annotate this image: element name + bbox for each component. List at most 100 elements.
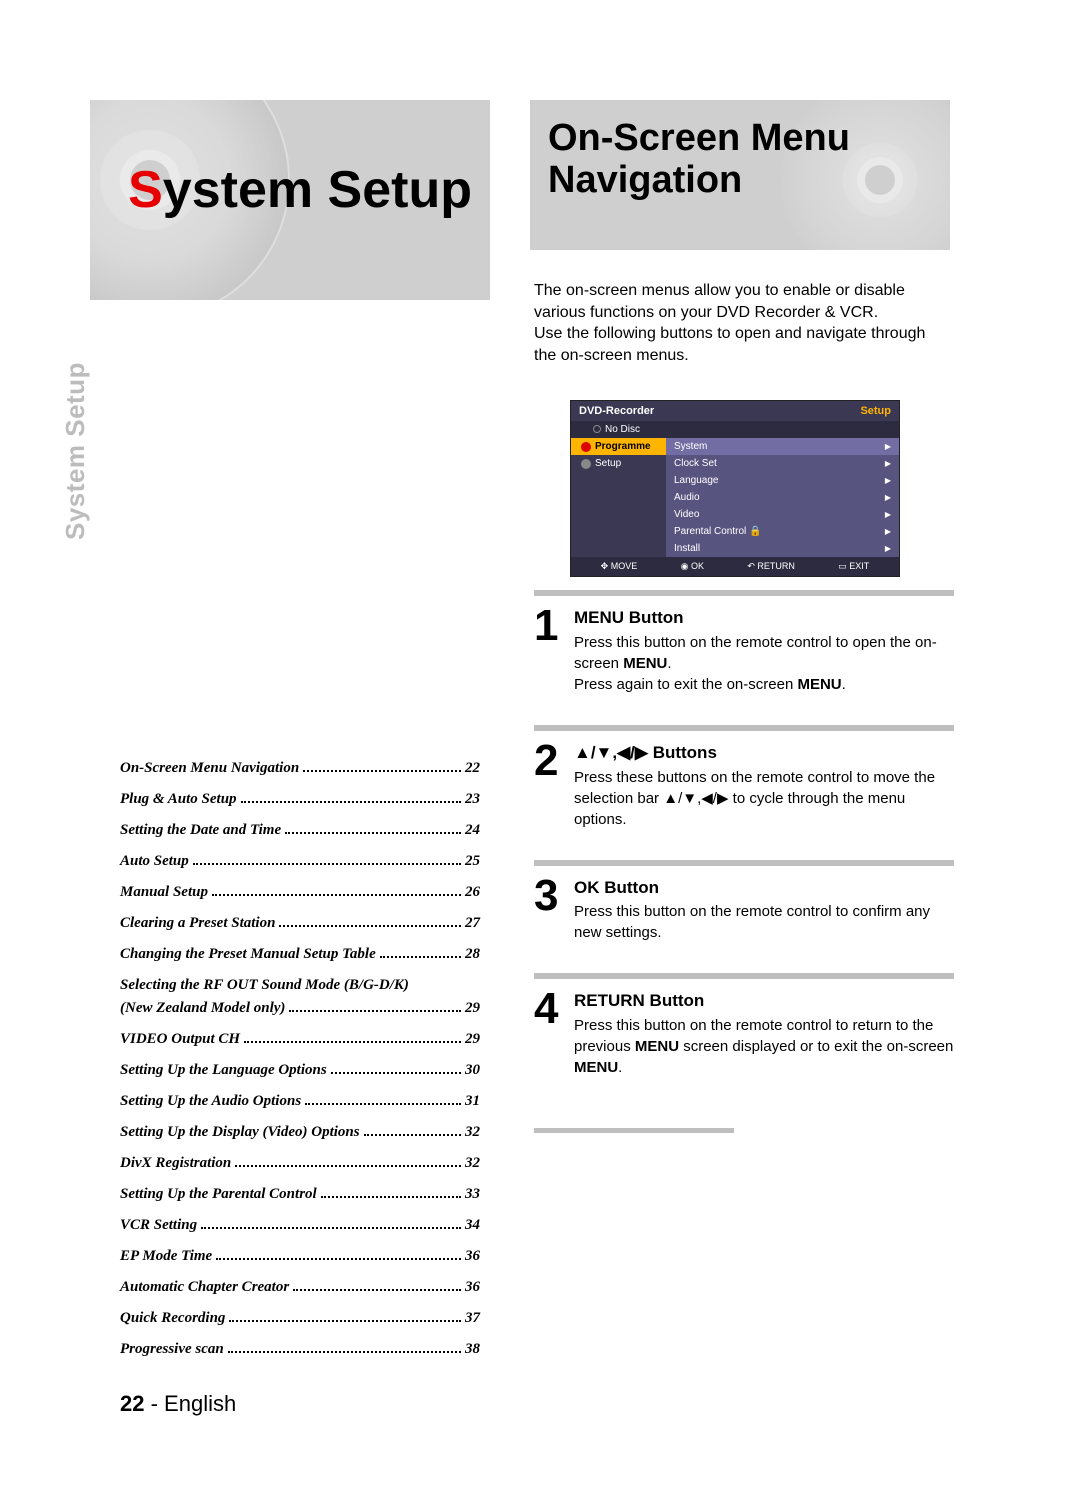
toc-page: 34 (465, 1217, 480, 1234)
toc-leader (305, 1103, 461, 1105)
osd-left-item: Programme (571, 438, 666, 455)
osd-right-item-label: System (674, 441, 707, 452)
manual-page: System Setup On-Screen Menu Navigation T… (0, 0, 1080, 1487)
osd-hint-label: MOVE (611, 561, 638, 571)
osd-right-item: Video▶ (666, 506, 899, 523)
chevron-right-icon: ▶ (885, 510, 891, 519)
osd-right-item-label: Parental Control 🔒 (674, 526, 762, 537)
osd-body: Programme Setup System▶Clock Set▶Languag… (571, 438, 899, 557)
toc-title: Selecting the RF OUT Sound Mode (B/G-D/K… (120, 977, 409, 994)
step-text: Press this button on the remote control … (574, 632, 954, 695)
toc-page: 29 (465, 1000, 480, 1017)
osd-device-label: DVD-Recorder (579, 405, 654, 417)
toc-title: Setting Up the Display (Video) Options (120, 1124, 360, 1141)
toc-entry: VCR Setting 34 (120, 1217, 480, 1234)
osd-hint: ▭ EXIT (838, 561, 869, 572)
toc-entry: Clearing a Preset Station 27 (120, 915, 480, 932)
steps-list: 1MENU ButtonPress this button on the rem… (534, 590, 954, 1133)
divider (534, 860, 954, 866)
osd-hint-label: RETURN (757, 561, 795, 571)
osd-screenshot: DVD-Recorder Setup No Disc Programme Set… (570, 400, 900, 577)
toc-page: 27 (465, 915, 480, 932)
step-body: RETURN ButtonPress this button on the re… (574, 989, 954, 1078)
chevron-right-icon: ▶ (885, 544, 891, 553)
toc-entry: Manual Setup 26 (120, 884, 480, 901)
instruction-step: 3OK ButtonPress this button on the remot… (534, 876, 954, 944)
section-header-left: System Setup (90, 100, 490, 300)
page-footer: 22 - English (120, 1391, 236, 1417)
toc-entry: EP Mode Time36 (120, 1248, 480, 1265)
toc-leader (331, 1072, 461, 1074)
instruction-step: 2▲/▼,◀/▶ ButtonsPress these buttons on t… (534, 741, 954, 830)
toc-entry: Progressive scan38 (120, 1341, 480, 1358)
toc-title: DivX Registration (120, 1155, 231, 1172)
toc-title: Automatic Chapter Creator (120, 1279, 289, 1296)
toc-title: Clearing a Preset Station (120, 915, 275, 932)
step-text: Press these buttons on the remote contro… (574, 767, 954, 830)
osd-status: No Disc (571, 421, 899, 438)
topic-title: On-Screen Menu Navigation (548, 118, 850, 202)
step-title: RETURN Button (574, 989, 954, 1013)
toc-page: 28 (465, 946, 480, 963)
toc-entry: (New Zealand Model only)29 (120, 1000, 480, 1017)
osd-right-item-label: Clock Set (674, 458, 717, 469)
topic-header: On-Screen Menu Navigation (530, 100, 950, 250)
toc-title: Plug & Auto Setup (120, 791, 237, 808)
chevron-right-icon: ▶ (885, 527, 891, 536)
toc-page: 25 (465, 853, 480, 870)
toc-title: VCR Setting (120, 1217, 197, 1234)
toc-leader (201, 1227, 461, 1229)
section-title-accent: S (128, 161, 163, 219)
osd-right-item: Clock Set▶ (666, 455, 899, 472)
intro-p2: Use the following buttons to open and na… (534, 325, 925, 364)
step-number: 3 (534, 876, 574, 944)
toc-leader (241, 801, 461, 803)
divider (534, 1128, 734, 1133)
toc-leader (228, 1351, 461, 1353)
step-number: 2 (534, 741, 574, 830)
osd-left-pane: Programme Setup (571, 438, 666, 557)
osd-right-pane: System▶Clock Set▶Language▶Audio▶Video▶Pa… (666, 438, 899, 557)
step-text: Press this button on the remote control … (574, 1015, 954, 1078)
toc-leader (216, 1258, 461, 1260)
toc-page: 38 (465, 1341, 480, 1358)
osd-right-item-label: Language (674, 475, 719, 486)
toc-page: 29 (465, 1031, 480, 1048)
divider (534, 590, 954, 596)
toc-title: Manual Setup (120, 884, 208, 901)
side-tab-label: System Setup (60, 362, 91, 540)
intro-text: The on-screen menus allow you to enable … (534, 280, 949, 366)
side-tab-rest: ystem Setup (60, 362, 90, 522)
osd-hint: ✥ MOVE (601, 561, 638, 572)
toc-leader (303, 770, 461, 772)
step-title: OK Button (574, 876, 954, 900)
toc-page: 32 (465, 1124, 480, 1141)
toc-leader (244, 1041, 461, 1043)
toc-title: On-Screen Menu Navigation (120, 760, 299, 777)
step-text: Press this button on the remote control … (574, 901, 954, 943)
toc-title: Setting Up the Language Options (120, 1062, 327, 1079)
disc-icon (593, 425, 601, 433)
toc-entry: Changing the Preset Manual Setup Table28 (120, 946, 480, 963)
step-number: 4 (534, 989, 574, 1078)
toc-page: 26 (465, 884, 480, 901)
topic-title-line2: Navigation (548, 159, 742, 201)
toc-title: EP Mode Time (120, 1248, 212, 1265)
toc-leader (212, 894, 461, 896)
osd-hint: ↶ RETURN (747, 561, 795, 572)
page-sep: - (144, 1391, 164, 1416)
toc-entry: Setting Up the Display (Video) Options 32 (120, 1124, 480, 1141)
toc-title: Quick Recording (120, 1310, 225, 1327)
osd-titlebar: DVD-Recorder Setup (571, 401, 899, 421)
toc-leader (285, 832, 461, 834)
toc-page: 37 (465, 1310, 480, 1327)
intro-p1: The on-screen menus allow you to enable … (534, 282, 905, 321)
osd-hint-label: EXIT (849, 561, 869, 571)
toc-entry: Quick Recording 37 (120, 1310, 480, 1327)
toc-entry: On-Screen Menu Navigation22 (120, 760, 480, 777)
toc-entry: Automatic Chapter Creator 36 (120, 1279, 480, 1296)
toc-leader (364, 1134, 461, 1136)
toc-leader (279, 925, 461, 927)
toc-page: 36 (465, 1279, 480, 1296)
section-title-rest: ystem Setup (163, 161, 472, 219)
